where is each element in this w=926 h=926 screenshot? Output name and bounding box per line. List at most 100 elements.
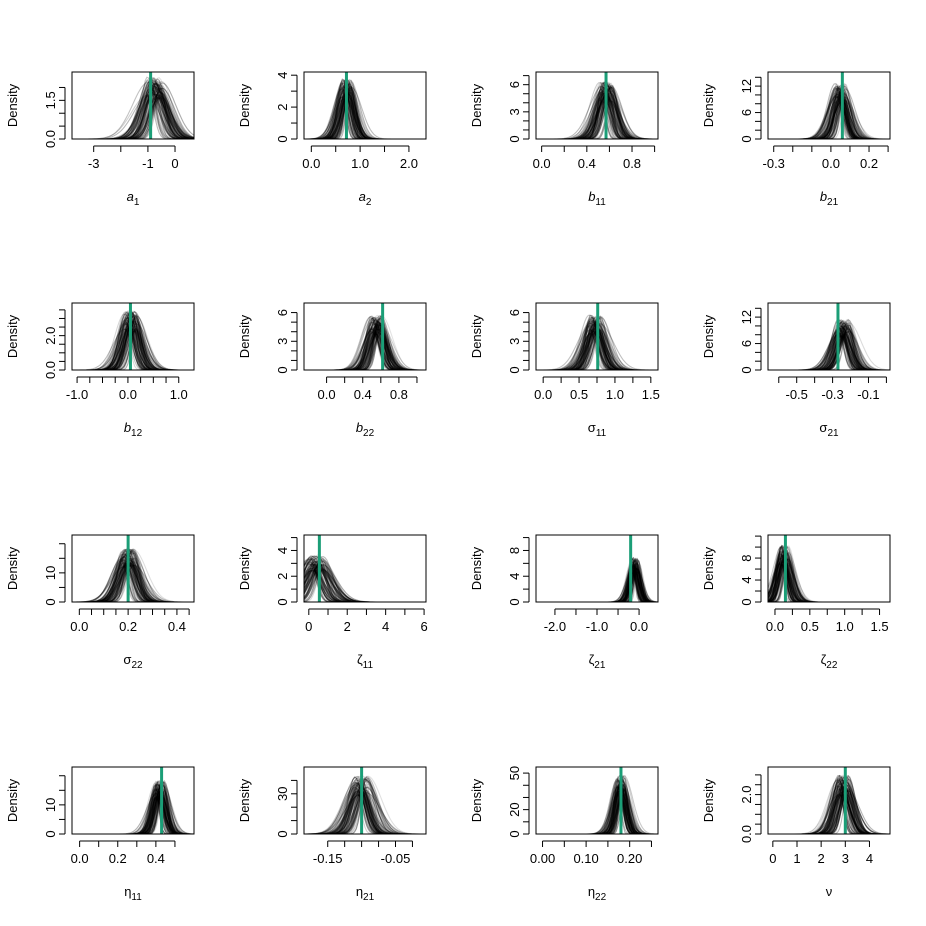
- density-curve: [72, 550, 194, 602]
- density-curve: [72, 780, 194, 834]
- density-curve: [768, 563, 890, 602]
- density-curve: [304, 79, 426, 139]
- density-curve: [536, 571, 658, 602]
- density-curve: [768, 98, 890, 139]
- density-curve: [304, 315, 426, 370]
- density-curve: [72, 93, 194, 139]
- density-curve: [768, 546, 890, 602]
- density-curve: [304, 559, 426, 602]
- density-curves: [768, 318, 890, 370]
- density-curve: [536, 88, 658, 139]
- density-curve: [536, 92, 658, 139]
- density-curve: [768, 779, 890, 834]
- density-curve: [72, 785, 194, 834]
- density-curve: [768, 558, 890, 602]
- density-curve: [304, 89, 426, 139]
- density-curve: [72, 90, 194, 139]
- density-curves: [304, 314, 426, 370]
- density-curve: [72, 798, 194, 834]
- density-curve: [304, 96, 426, 139]
- density-curve: [304, 777, 426, 834]
- density-curve: [768, 794, 890, 834]
- plot-box: [767, 534, 891, 603]
- density-curve: [72, 562, 194, 602]
- density-curve: [536, 82, 658, 139]
- density-curve: [304, 84, 426, 139]
- density-curve: [304, 97, 426, 139]
- density-curve: [768, 93, 890, 139]
- density-curve: [304, 317, 426, 370]
- density-curve: [768, 92, 890, 139]
- density-curve: [304, 330, 426, 370]
- density-panel-15: 0 1 2 3 4 0.0 2.0 Density ν: [701, 766, 891, 899]
- density-curve: [768, 563, 890, 602]
- density-curve: [536, 95, 658, 139]
- density-curve: [536, 571, 658, 602]
- density-curve: [536, 565, 658, 602]
- y-tick-label: 6: [507, 309, 522, 316]
- density-curve: [72, 781, 194, 834]
- density-curve: [768, 774, 890, 834]
- density-curve: [304, 324, 426, 370]
- density-curve: [536, 774, 658, 834]
- x-axis-label: b21: [820, 189, 839, 208]
- density-curve: [304, 779, 426, 834]
- density-curve: [304, 96, 426, 139]
- density-curve: [768, 784, 890, 834]
- density-curve: [768, 319, 890, 370]
- density-curve: [536, 93, 658, 139]
- y-tick-label: 0.0: [43, 130, 58, 148]
- density-curve: [768, 100, 890, 139]
- density-curve: [304, 329, 426, 370]
- density-curve: [536, 562, 658, 602]
- density-curve: [536, 87, 658, 139]
- density-curve: [304, 792, 426, 834]
- density-curve: [304, 331, 426, 370]
- y-tick-label: 3: [275, 338, 290, 345]
- density-curve: [72, 784, 194, 834]
- density-curve: [536, 571, 658, 602]
- density-curve: [304, 566, 426, 602]
- density-curve: [72, 83, 194, 139]
- density-curve: [304, 323, 426, 370]
- density-curve: [72, 313, 194, 370]
- density-curve: [304, 326, 426, 370]
- density-curve: [536, 565, 658, 602]
- x-axis-label: ζ21: [589, 652, 606, 671]
- density-curve: [536, 775, 658, 834]
- density-curve: [304, 785, 426, 834]
- density-curve: [72, 77, 194, 139]
- density-curve: [536, 87, 658, 139]
- density-curve: [72, 563, 194, 602]
- density-curve: [304, 781, 426, 834]
- x-tick-label: -0.3: [763, 156, 785, 171]
- density-curve: [304, 87, 426, 139]
- density-curve: [768, 544, 890, 602]
- x-tick-label: 0.0: [302, 156, 320, 171]
- density-curve: [72, 796, 194, 834]
- density-curve: [536, 571, 658, 602]
- density-curve: [72, 87, 194, 139]
- density-curve: [536, 778, 658, 834]
- density-curve: [768, 551, 890, 602]
- density-curve: [72, 795, 194, 834]
- density-curve: [304, 570, 426, 602]
- density-curve: [304, 568, 426, 602]
- x-axis-label: η21: [356, 884, 375, 903]
- density-curve: [768, 329, 890, 370]
- density-curve: [72, 792, 194, 834]
- density-curve: [72, 788, 194, 834]
- density-curve: [304, 563, 426, 602]
- density-curve: [768, 92, 890, 139]
- density-curve: [536, 775, 658, 834]
- density-curve: [72, 794, 194, 834]
- density-curve: [72, 324, 194, 370]
- density-curve: [768, 91, 890, 139]
- density-curve: [304, 83, 426, 139]
- density-curve: [72, 79, 194, 139]
- y-axis-label: Density: [237, 778, 252, 822]
- density-curve: [768, 546, 890, 602]
- density-curve: [768, 327, 890, 370]
- density-curve: [536, 100, 658, 139]
